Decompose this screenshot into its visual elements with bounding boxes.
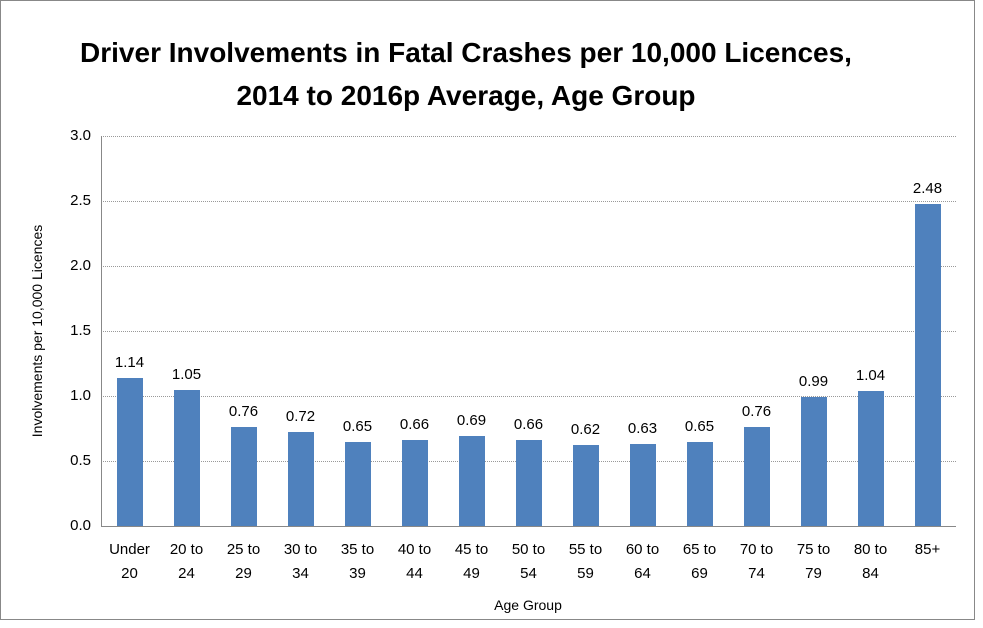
value-label: 0.99	[798, 373, 829, 391]
value-label: 0.69	[456, 412, 487, 430]
value-label: 0.65	[342, 417, 373, 435]
y-axis-line	[101, 136, 102, 526]
bar	[458, 436, 485, 526]
x-tick-label: 80 to 84	[853, 541, 888, 582]
grid-line	[101, 331, 956, 332]
y-tick-label: 0.0	[70, 517, 91, 534]
bar	[515, 440, 542, 526]
chart: Driver Involvements in Fatal Crashes per…	[0, 0, 975, 620]
y-tick-label: 0.5	[70, 452, 91, 469]
value-label: 0.65	[684, 417, 715, 435]
x-tick-label: 70 to 74	[739, 541, 774, 582]
value-label: 0.66	[513, 416, 544, 434]
x-axis-line	[101, 526, 956, 527]
chart-title: Driver Involvements in Fatal Crashes per…	[80, 37, 852, 111]
x-tick-label: 40 to 44	[397, 541, 432, 582]
x-tick-label: 50 to 54	[511, 541, 546, 582]
bar	[344, 441, 371, 526]
bar	[173, 389, 200, 526]
grid-line	[101, 396, 956, 397]
bar	[287, 432, 314, 526]
bar	[230, 427, 257, 526]
bar	[401, 440, 428, 526]
value-label: 0.76	[228, 403, 259, 421]
x-tick-label: 60 to 64	[625, 541, 660, 582]
y-tick-label: 3.0	[70, 127, 91, 144]
x-tick-label: 65 to 69	[682, 541, 717, 582]
bar	[116, 377, 143, 526]
value-label: 1.04	[855, 366, 886, 384]
grid-line	[101, 136, 956, 137]
bar	[800, 397, 827, 526]
x-tick-label: 45 to 49	[454, 541, 489, 582]
bar	[686, 441, 713, 526]
bar	[629, 444, 656, 526]
x-tick-label: 30 to 34	[283, 541, 318, 582]
bar	[857, 390, 884, 526]
x-tick-label: 20 to 24	[169, 541, 204, 582]
y-tick-label: 2.5	[70, 192, 91, 209]
value-label: 0.63	[627, 420, 658, 438]
x-tick-label: 85+	[914, 541, 941, 558]
y-tick-label: 1.0	[70, 387, 91, 404]
bar	[743, 427, 770, 526]
value-label: 1.14	[114, 353, 145, 371]
x-tick-label: 25 to 29	[226, 541, 261, 582]
x-axis-label: Age Group	[494, 597, 562, 613]
value-label: 0.76	[741, 403, 772, 421]
bar	[572, 445, 599, 526]
grid-line	[101, 201, 956, 202]
value-label: 0.62	[570, 421, 601, 439]
y-tick-label: 1.5	[70, 322, 91, 339]
value-label: 2.48	[912, 179, 943, 197]
value-label: 0.66	[399, 416, 430, 434]
x-tick-label: Under 20	[109, 541, 150, 582]
x-tick-label: 35 to 39	[340, 541, 375, 582]
y-tick-label: 2.0	[70, 257, 91, 274]
value-label: 1.05	[171, 365, 202, 383]
x-tick-label: 75 to 79	[796, 541, 831, 582]
value-label: 0.72	[285, 408, 316, 426]
x-tick-label: 55 to 59	[568, 541, 603, 582]
bar	[914, 203, 941, 526]
grid-line	[101, 266, 956, 267]
